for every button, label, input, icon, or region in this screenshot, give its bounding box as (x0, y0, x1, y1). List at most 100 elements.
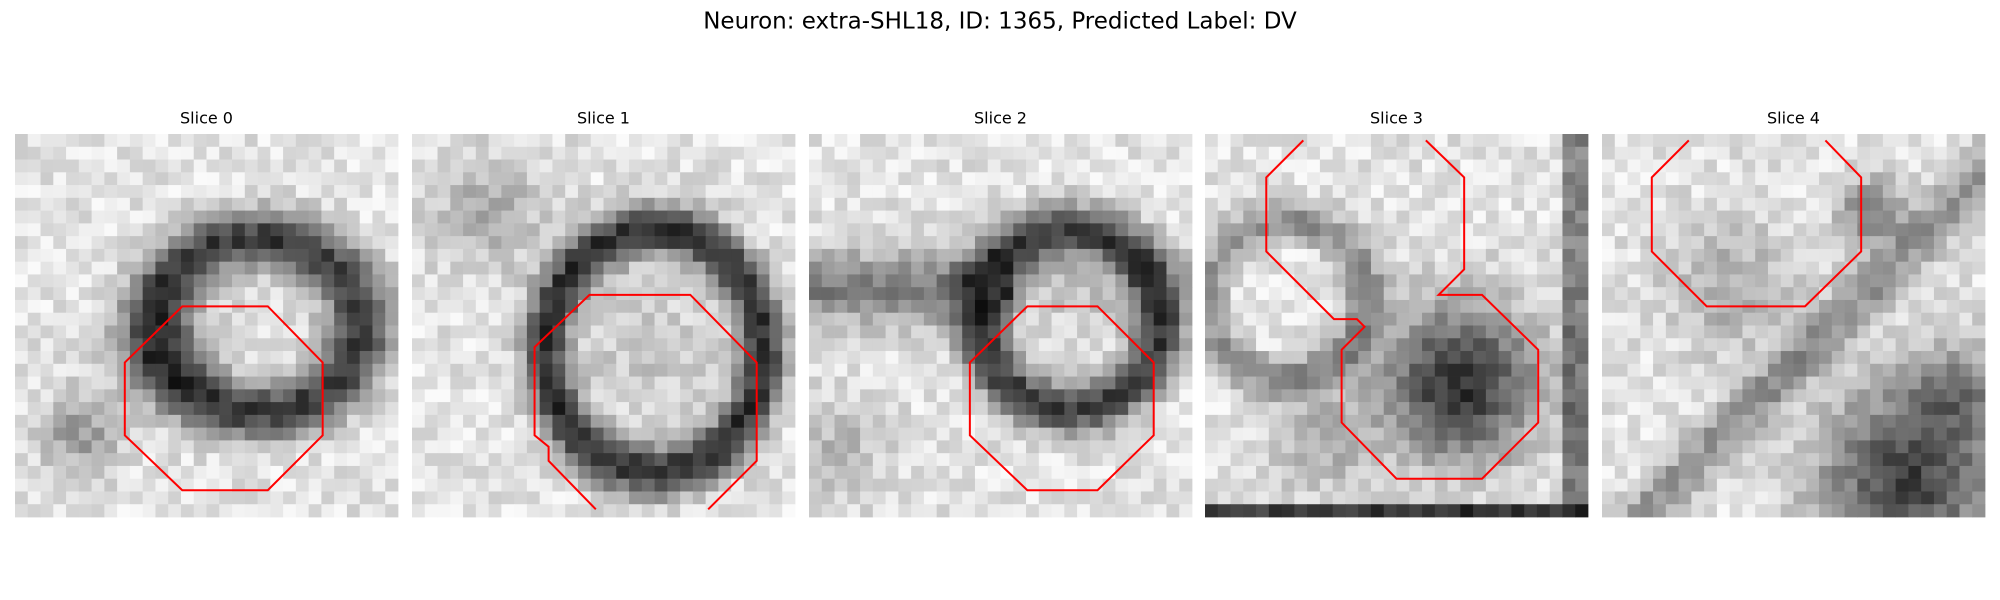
pixel (911, 248, 925, 263)
pixel (1819, 351, 1833, 365)
pixel (1217, 236, 1231, 250)
pixel (321, 414, 335, 429)
pixel (756, 402, 770, 416)
pixel (270, 402, 284, 416)
pixel (718, 274, 732, 288)
pixel (809, 236, 823, 250)
pixel (1882, 325, 1897, 339)
pixel (1614, 159, 1628, 173)
pixel (193, 185, 207, 199)
pixel (1575, 491, 1589, 505)
pixel (142, 504, 156, 518)
pixel (1870, 504, 1884, 518)
pixel (1332, 172, 1346, 186)
pixel (756, 312, 770, 326)
pixel (463, 363, 477, 377)
pixel (782, 491, 796, 505)
pixel (1562, 465, 1576, 480)
pixel (244, 210, 258, 224)
pixel (91, 325, 105, 339)
pixel (1716, 146, 1731, 160)
pixel (821, 338, 835, 352)
pixel (872, 185, 886, 199)
pixel (705, 491, 719, 505)
pixel (1806, 363, 1820, 377)
pixel (898, 402, 912, 416)
pixel (104, 363, 118, 377)
pixel (1370, 236, 1385, 250)
pixel (1793, 351, 1807, 365)
pixel (1729, 248, 1743, 263)
pixel (1383, 504, 1397, 518)
pixel (756, 351, 770, 365)
pixel (1013, 389, 1027, 403)
pixel (1844, 376, 1858, 390)
image-panel (15, 134, 399, 518)
pixel (526, 185, 541, 199)
pixel (1383, 363, 1397, 377)
pixel (437, 478, 451, 492)
pixel (1013, 427, 1027, 441)
pixel (1460, 287, 1474, 301)
pixel (1678, 159, 1692, 173)
pixel (1358, 363, 1372, 377)
pixel (1665, 274, 1679, 288)
pixel (385, 465, 399, 480)
pixel (475, 453, 489, 467)
pixel (1051, 427, 1065, 441)
pixel (295, 427, 310, 441)
pixel (1166, 223, 1180, 237)
pixel (1089, 185, 1104, 199)
pixel (232, 261, 246, 275)
pixel (718, 504, 732, 518)
pixel (372, 197, 386, 211)
pixel (1332, 338, 1346, 352)
pixel (283, 134, 297, 148)
pixel (552, 312, 566, 326)
pixel (616, 440, 630, 454)
pixel (539, 172, 553, 186)
pixel (1729, 325, 1743, 339)
pixel (1882, 478, 1897, 492)
pixel (782, 172, 796, 186)
pixel (962, 312, 976, 326)
pixel (641, 491, 655, 505)
pixel (1524, 248, 1538, 263)
pixel (1077, 376, 1091, 390)
pixel (1640, 402, 1654, 416)
pixel (1933, 504, 1948, 518)
pixel (577, 414, 592, 429)
pixel (847, 312, 861, 326)
pixel (1921, 223, 1935, 237)
pixel (1153, 185, 1167, 199)
pixel (1409, 274, 1423, 288)
pixel (424, 338, 438, 352)
pixel (590, 414, 604, 429)
pixel (1396, 402, 1410, 416)
pixel (40, 478, 54, 492)
pixel (1665, 427, 1679, 441)
pixel (1256, 491, 1270, 505)
pixel (232, 414, 246, 429)
pixel (1345, 414, 1359, 429)
pixel (834, 504, 848, 518)
pixel (385, 197, 399, 211)
pixel (1281, 172, 1295, 186)
pixel (1972, 504, 1986, 518)
pixel (821, 402, 835, 416)
pixel (1691, 274, 1705, 288)
pixel (1933, 491, 1948, 505)
pixel (1485, 478, 1500, 492)
pixel (1959, 146, 1973, 160)
pixel (1819, 414, 1833, 429)
pixel (1870, 274, 1884, 288)
pixel (1921, 491, 1935, 505)
pixel (1434, 185, 1448, 199)
pixel (463, 185, 477, 199)
pixel (1882, 159, 1897, 173)
pixel (821, 185, 835, 199)
pixel (1383, 159, 1397, 173)
pixel (270, 363, 284, 377)
pixel (1294, 338, 1308, 352)
pixel (974, 185, 989, 199)
